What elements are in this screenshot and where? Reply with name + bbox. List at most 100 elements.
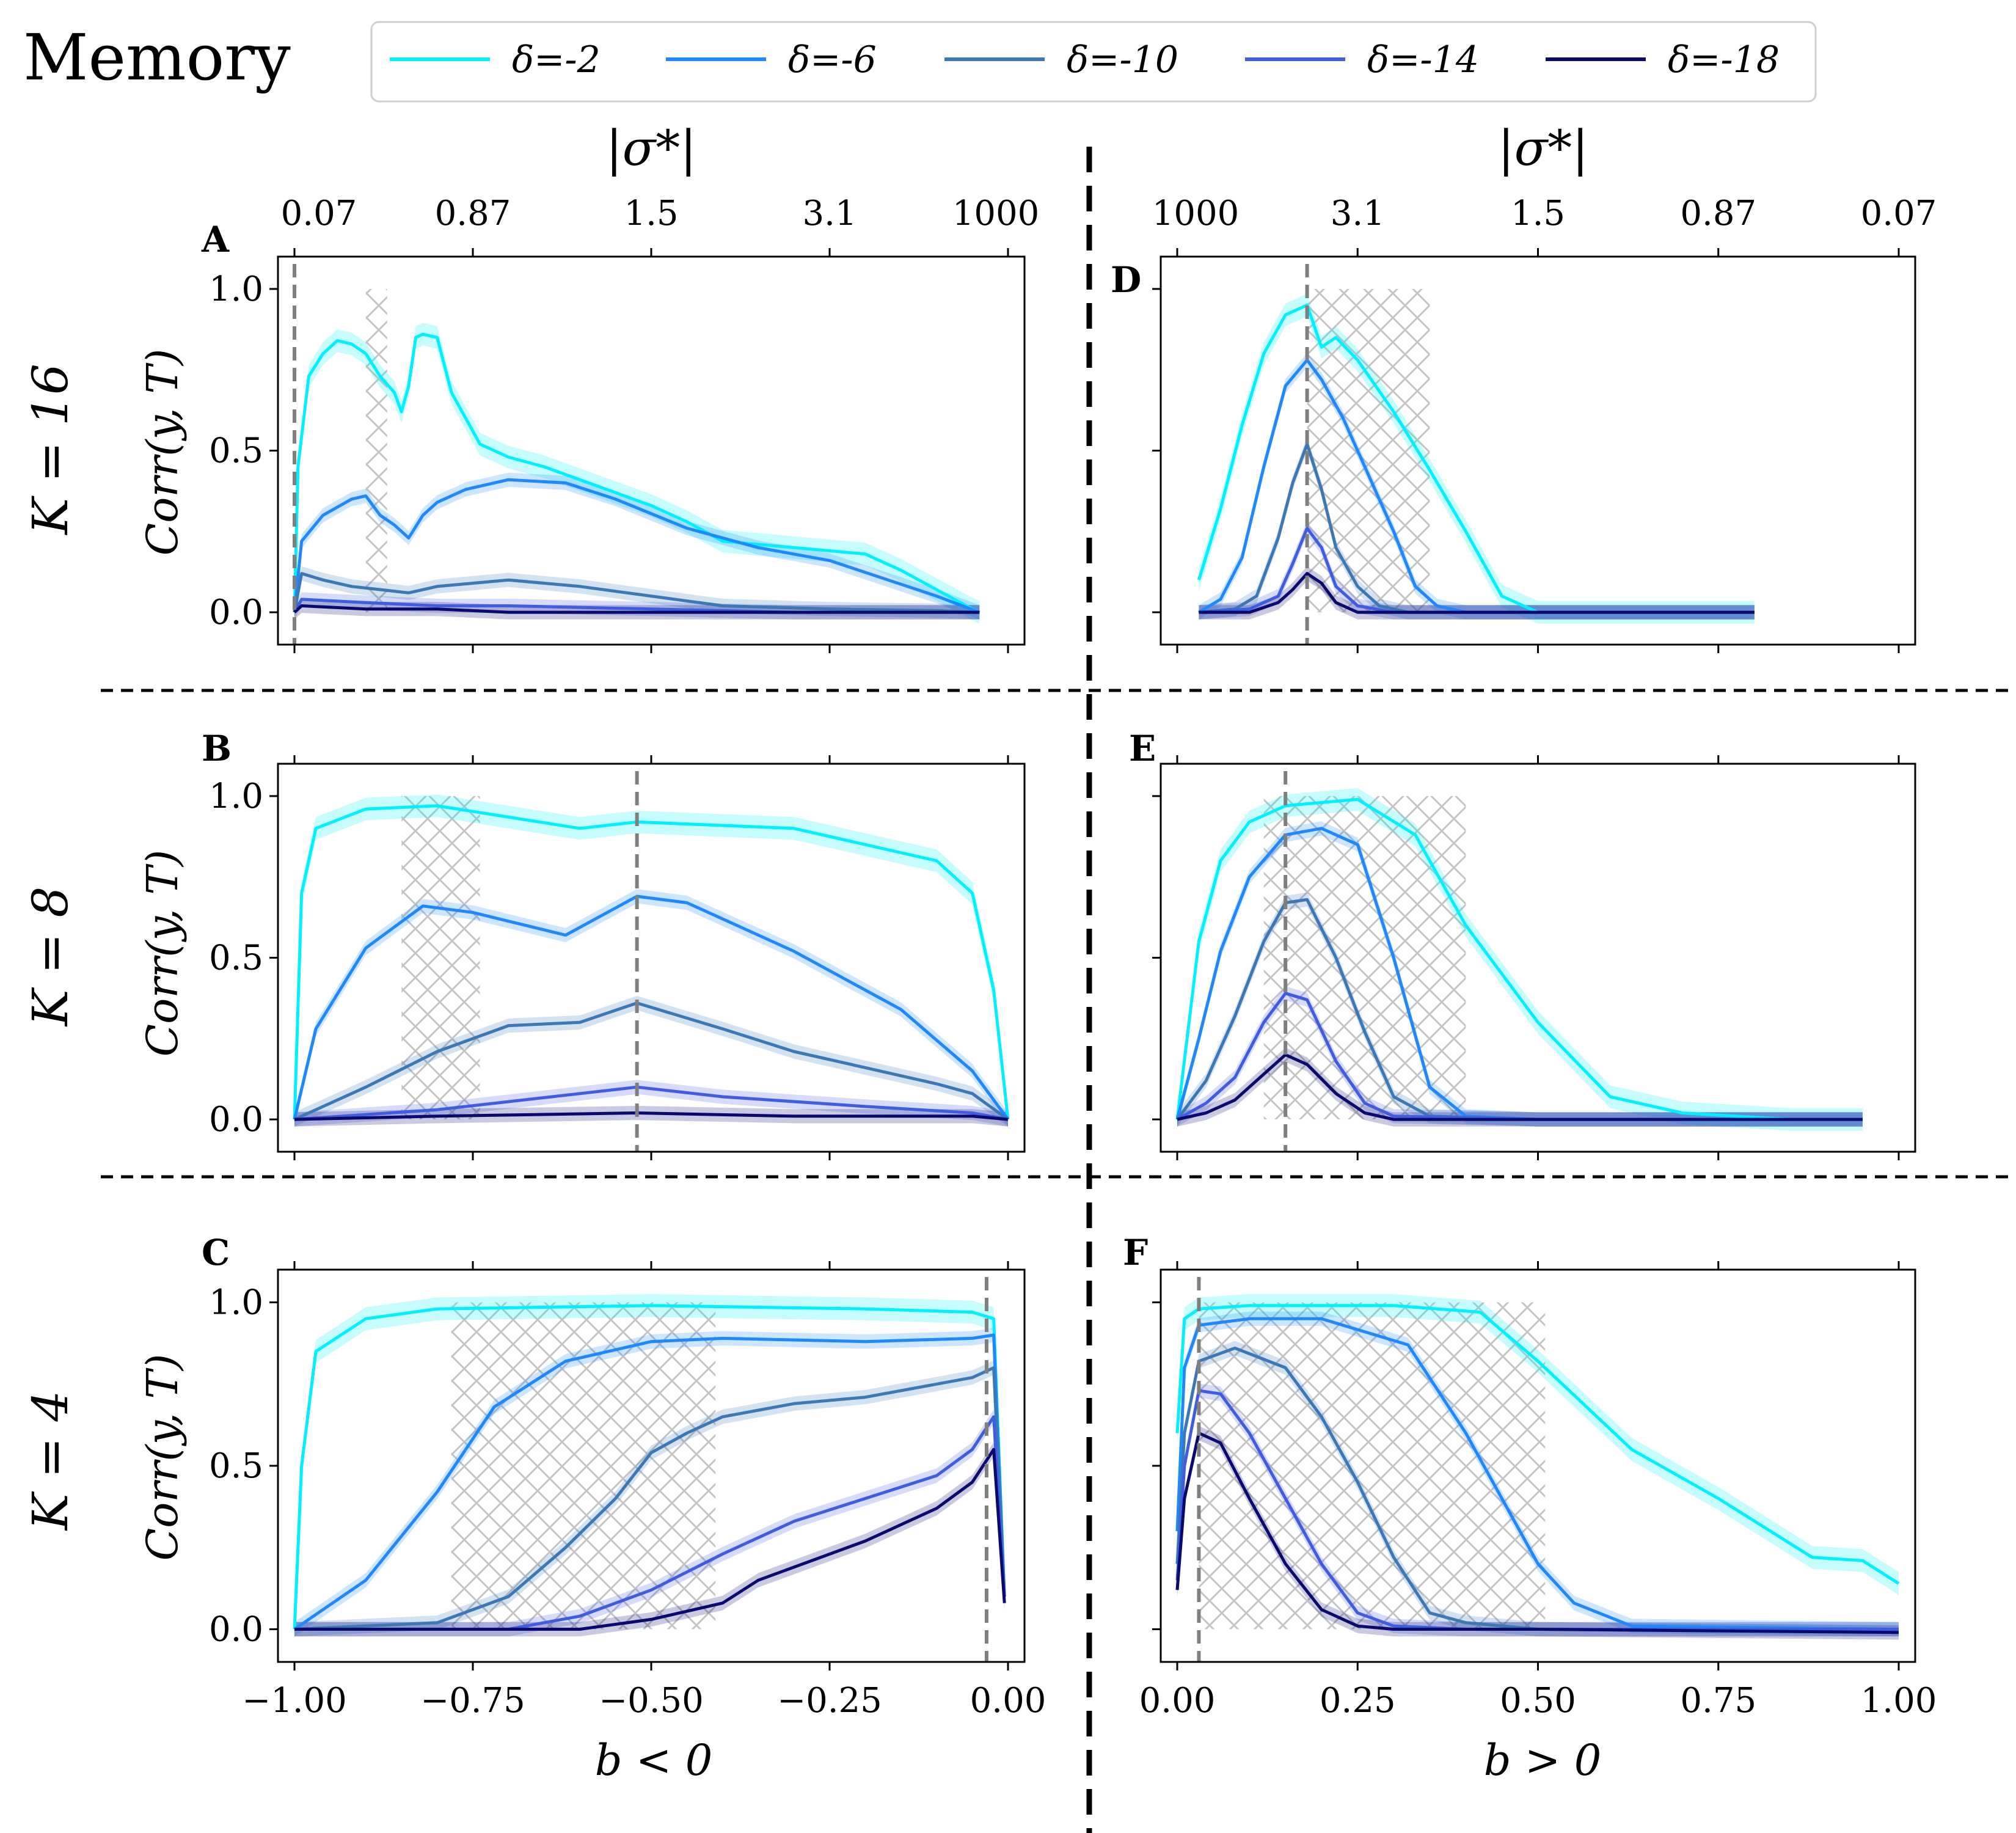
xtick-label-c-2: −0.50 xyxy=(599,1681,704,1721)
xtick-label-c-4: 0.00 xyxy=(970,1681,1046,1721)
ylabel-row1: Corr(y, T) xyxy=(137,349,188,556)
series-line-c-3 xyxy=(294,1415,1006,1631)
panel-c: 1.0 0.5 0.0 −1.00 −0.75 −0.50 −0.25 0.00 C xyxy=(202,1232,1046,1721)
ytick-label-b-2: 0.0 xyxy=(209,1100,263,1140)
band-c-4 xyxy=(294,1442,1005,1637)
panel-b: 1.0 0.5 0.0 B xyxy=(202,728,1026,1160)
series-line-b-0 xyxy=(293,804,1010,1120)
series-line-b-3 xyxy=(294,1085,1009,1121)
top-tick-label-d-2: 1.5 xyxy=(1511,194,1565,233)
series-line-e-3 xyxy=(1176,992,1863,1121)
hatch-region-e xyxy=(1263,796,1466,1120)
series-line-c-1 xyxy=(293,1333,1006,1631)
band-e-4 xyxy=(1177,1047,1863,1127)
xtick-label-f-0: 0.00 xyxy=(1139,1681,1216,1721)
figure-title: Memory xyxy=(23,20,291,95)
band-d-3 xyxy=(1199,521,1755,620)
ytick-label-b-1: 0.5 xyxy=(209,938,263,978)
panel-letter-a: A xyxy=(201,219,230,260)
row-label-k8: K = 8 xyxy=(22,887,79,1028)
panel-a: 1.0 0.5 0.0 0.07 0.87 1.5 3.1 1000 A xyxy=(201,194,1039,653)
series-line-e-0 xyxy=(1175,797,1863,1121)
band-e-0 xyxy=(1177,788,1863,1131)
panel-letter-d: D xyxy=(1111,259,1141,301)
series-line-f-0 xyxy=(1175,1304,1900,1585)
hatch-region-b xyxy=(401,796,480,1120)
top-axis-label-right: |σ*| xyxy=(1498,120,1589,177)
top-tick-label-d-4: 0.07 xyxy=(1861,194,1937,233)
ytick-label-a-0: 1.0 xyxy=(209,269,263,309)
panel-letter-b: B xyxy=(202,728,232,769)
xtick-label-f-1: 0.25 xyxy=(1320,1681,1396,1721)
ylabel-row2: Corr(y, T) xyxy=(137,850,188,1057)
panel-letter-c: C xyxy=(202,1232,230,1273)
top-tick-label-a-3: 3.1 xyxy=(802,194,856,233)
series-line-f-3 xyxy=(1175,1389,1899,1631)
row-label-k16: K = 16 xyxy=(22,364,79,535)
top-tick-label-a-4: 1000 xyxy=(952,194,1040,233)
series-line-b-4 xyxy=(294,1111,1009,1121)
panel-f: 0.00 0.25 0.50 0.75 1.00 F xyxy=(1123,1232,1937,1721)
top-tick-label-d-1: 3.1 xyxy=(1331,194,1385,233)
band-b-2 xyxy=(294,995,1008,1127)
top-axis-label-left: |σ*| xyxy=(606,120,697,177)
band-b-4 xyxy=(294,1105,1008,1127)
legend: δ=-2 δ=-6 δ=-10 δ=-14 δ=-18 xyxy=(370,21,1817,103)
row-label-k4: K = 4 xyxy=(22,1391,79,1532)
legend-frame xyxy=(370,21,1817,103)
series-line-d-4 xyxy=(1199,572,1755,614)
hatch-region-a xyxy=(365,288,387,613)
top-tick-label-a-1: 0.87 xyxy=(435,194,511,233)
series-line-e-4 xyxy=(1177,1053,1863,1121)
xtick-label-c-0: −1.00 xyxy=(242,1681,347,1721)
series-line-b-2 xyxy=(293,1001,1009,1121)
top-tick-label-d-0: 1000 xyxy=(1152,194,1240,233)
band-f-0 xyxy=(1177,1294,1899,1595)
series-line-c-4 xyxy=(294,1447,1006,1631)
top-tick-label-d-3: 0.87 xyxy=(1680,194,1756,233)
panel-e: E xyxy=(1129,728,1916,1160)
band-d-0 xyxy=(1199,293,1755,624)
series-line-c-2 xyxy=(294,1366,1006,1631)
band-d-4 xyxy=(1199,566,1755,620)
legend-label-4: δ=-18 xyxy=(1668,38,1780,81)
band-e-3 xyxy=(1177,986,1863,1127)
xtick-label-c-3: −0.25 xyxy=(777,1681,882,1721)
frame-d xyxy=(1160,255,1916,646)
xtick-label-f-3: 0.75 xyxy=(1680,1681,1756,1721)
xlabel-right: b > 0 xyxy=(1484,1735,1602,1785)
series-line-f-4 xyxy=(1175,1432,1899,1634)
legend-label-2: δ=-10 xyxy=(1067,38,1178,81)
ytick-label-a-2: 0.0 xyxy=(209,593,263,632)
ytick-label-c-1: 0.5 xyxy=(209,1446,263,1486)
xlabel-left: b < 0 xyxy=(595,1735,713,1785)
series-line-c-0 xyxy=(293,1304,1006,1630)
panel-letter-f: F xyxy=(1123,1232,1148,1273)
series-line-d-3 xyxy=(1199,527,1755,614)
legend-label-3: δ=-14 xyxy=(1367,38,1479,81)
top-tick-label-a-0: 0.07 xyxy=(281,194,357,233)
series-line-d-1 xyxy=(1198,358,1755,614)
ytick-label-b-0: 1.0 xyxy=(209,777,263,816)
series-line-a-4 xyxy=(293,604,980,614)
panel-letter-e: E xyxy=(1129,728,1156,769)
series-line-d-0 xyxy=(1197,303,1755,614)
panel-d: 1000 3.1 1.5 0.87 0.07 D xyxy=(1111,194,1937,653)
ylabel-row3: Corr(y, T) xyxy=(137,1354,188,1561)
xtick-label-c-1: −0.75 xyxy=(420,1681,525,1721)
legend-label-0: δ=-2 xyxy=(512,38,601,81)
series-line-a-2 xyxy=(293,572,980,614)
ytick-label-c-2: 0.0 xyxy=(209,1610,263,1650)
band-c-0 xyxy=(294,1294,1005,1641)
xtick-label-f-2: 0.50 xyxy=(1500,1681,1576,1721)
series-line-b-1 xyxy=(293,895,1010,1121)
xtick-label-f-4: 1.00 xyxy=(1861,1681,1937,1721)
legend-label-1: δ=-6 xyxy=(788,38,877,81)
top-tick-label-a-2: 1.5 xyxy=(624,194,678,233)
series-line-a-1 xyxy=(293,478,981,614)
series-line-f-2 xyxy=(1175,1346,1899,1631)
band-d-2 xyxy=(1199,437,1755,620)
series-line-a-0 xyxy=(293,332,981,614)
series-line-f-1 xyxy=(1175,1317,1899,1631)
